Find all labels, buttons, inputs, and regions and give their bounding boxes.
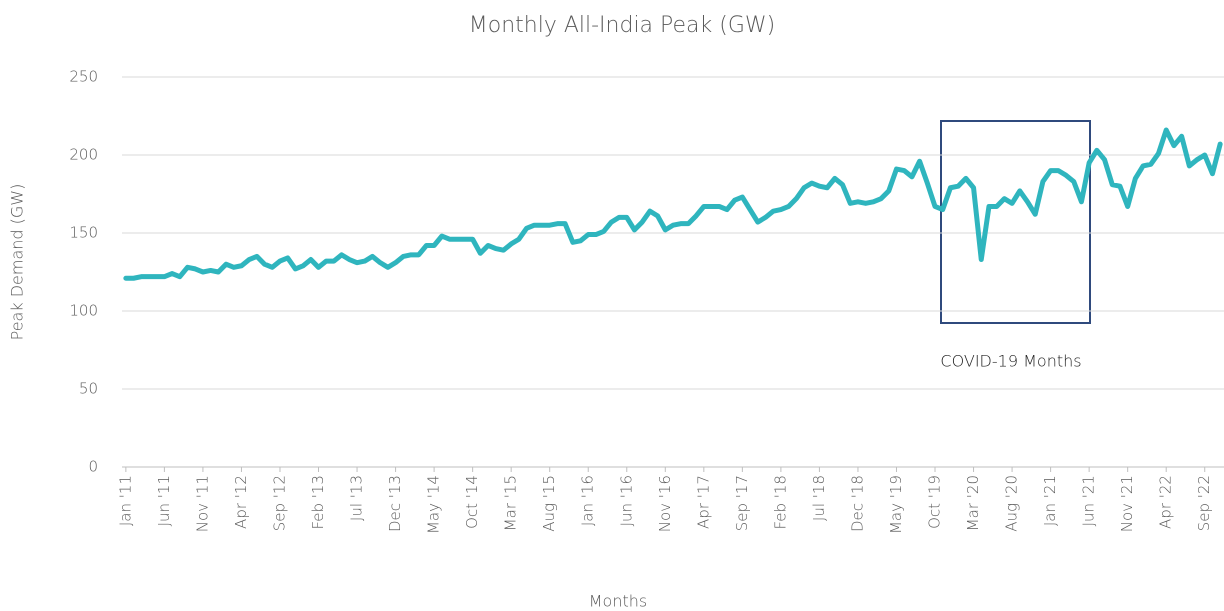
x-tick-label: Sep '17 xyxy=(733,475,751,531)
x-tick-label: Apr '22 xyxy=(1157,475,1175,529)
x-tick-label: Jan '11 xyxy=(116,475,134,526)
x-tick-label: Apr '12 xyxy=(232,475,250,529)
y-tick-label: 0 xyxy=(88,458,98,476)
x-tick-label: Mar '20 xyxy=(964,475,982,531)
x-tick-label: Nov '16 xyxy=(656,475,674,532)
annotation: COVID-19 Months xyxy=(940,352,1081,371)
x-tick-label: Jan '16 xyxy=(579,475,597,526)
y-axis-title: Peak Demand (GW) xyxy=(8,184,27,341)
x-tick-label: Jun '16 xyxy=(617,475,635,526)
y-tick-label: 100 xyxy=(69,302,98,320)
x-tick-label: Dec '13 xyxy=(386,475,404,532)
y-tick-label: 150 xyxy=(69,224,98,242)
x-tick-label: Sep '12 xyxy=(270,475,288,531)
x-tick-label: Jun '11 xyxy=(155,475,173,526)
x-tick-label: Nov '11 xyxy=(193,475,211,532)
y-tick-label: 250 xyxy=(69,68,98,86)
x-tick-label: Feb '18 xyxy=(771,475,789,530)
y-tick-label: 50 xyxy=(79,380,98,398)
x-tick-label: May '14 xyxy=(425,475,443,534)
x-tick-label: Jul '18 xyxy=(810,475,828,521)
x-tick-label: Sep '22 xyxy=(1195,475,1213,531)
x-tick-label: Oct '14 xyxy=(463,475,481,529)
chart-title: Monthly All-India Peak (GW) xyxy=(469,13,775,38)
x-tick-label: Jun '21 xyxy=(1080,475,1098,526)
x-tick-label: Dec '18 xyxy=(848,475,866,532)
x-axis-title: Months xyxy=(589,592,647,611)
covid-box xyxy=(940,120,1091,324)
x-tick-label: Jul '13 xyxy=(348,475,366,521)
x-tick-label: May '19 xyxy=(887,475,905,534)
x-tick-label: Oct '19 xyxy=(926,475,944,529)
data-line xyxy=(123,127,1223,281)
x-tick-label: Mar '15 xyxy=(502,475,520,531)
y-tick-label: 200 xyxy=(69,146,98,164)
x-tick-label: Jan '21 xyxy=(1041,475,1059,526)
x-tick-label: Aug '20 xyxy=(1003,475,1021,532)
x-tick-label: Feb '13 xyxy=(309,475,327,530)
x-tick-label: Nov '21 xyxy=(1118,475,1136,532)
x-tick-label: Aug '15 xyxy=(540,475,558,532)
x-tick-label: Apr '17 xyxy=(694,475,712,529)
